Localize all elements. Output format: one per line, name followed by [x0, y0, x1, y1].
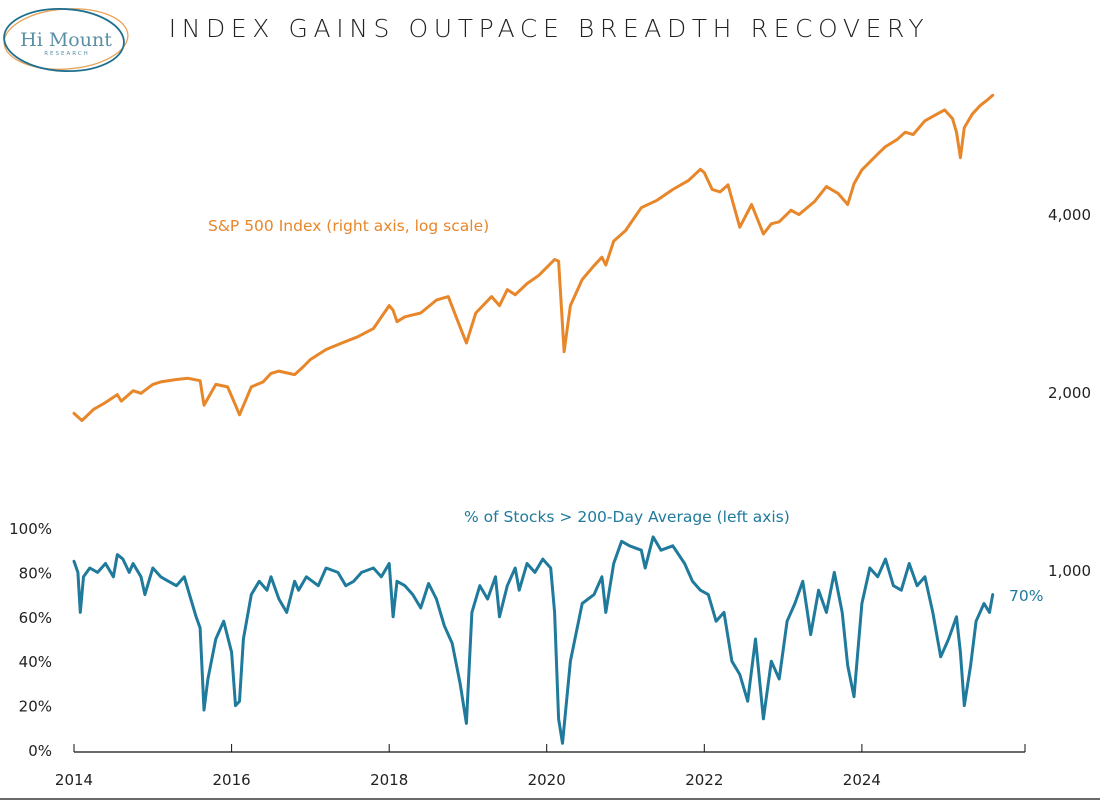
- logo-name: Hi Mount: [20, 29, 112, 51]
- left-tick-label: 0%: [28, 742, 52, 760]
- left-tick-label: 80%: [19, 564, 52, 582]
- logo-ring-inner: [3, 7, 125, 73]
- right-tick-label: 2,000: [1048, 384, 1091, 402]
- x-tick-label: 2016: [213, 771, 251, 789]
- logo-subtitle: RESEARCH: [44, 51, 90, 57]
- chart-title: INDEX GAINS OUTPACE BREADTH RECOVERY: [169, 14, 929, 43]
- x-tick-label: 2024: [843, 771, 881, 789]
- right-tick-label: 1,000: [1048, 562, 1091, 580]
- left-tick-label: 20%: [19, 698, 52, 716]
- left-axis: 0% 20% 40% 60% 80% 100%: [9, 520, 52, 760]
- x-tick-label: 2014: [55, 771, 93, 789]
- series-layer: [72, 93, 995, 745]
- right-axis: 1,000 2,000 4,000: [1048, 206, 1091, 580]
- left-tick-label: 100%: [9, 520, 52, 538]
- last-breadth-label: 70%: [1009, 587, 1043, 605]
- left-tick-label: 40%: [19, 653, 52, 671]
- left-tick-label: 60%: [19, 609, 52, 627]
- x-tick-label: 2020: [528, 771, 566, 789]
- right-tick-label: 4,000: [1048, 206, 1091, 224]
- logo: Hi Mount RESEARCH: [3, 7, 129, 73]
- sp500-line: [72, 93, 995, 422]
- sp500-annotation: S&P 500 Index (right axis, log scale): [208, 217, 489, 235]
- breadth-annotation: % of Stocks > 200-Day Average (left axis…: [464, 508, 790, 526]
- x-axis: 2014 2016 2018 2020 2022 2024: [55, 744, 1026, 789]
- x-tick-label: 2018: [370, 771, 408, 789]
- breadth-line: [72, 535, 995, 745]
- x-tick-label: 2022: [685, 771, 723, 789]
